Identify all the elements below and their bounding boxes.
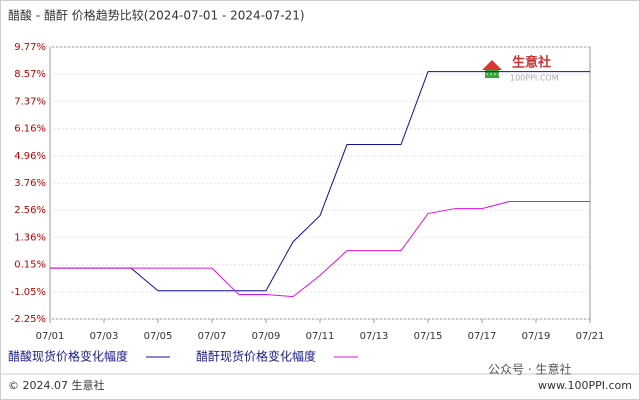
x-tick-label: 07/17	[468, 331, 497, 342]
y-tick-label: 3.76%	[14, 178, 46, 189]
logo-url: 100PPI.COM	[510, 74, 559, 83]
x-tick-label: 07/19	[522, 331, 551, 342]
y-tick-label: 7.37%	[14, 96, 46, 107]
y-tick-label: 4.96%	[14, 151, 46, 162]
y-tick-label: 0.15%	[14, 260, 46, 271]
x-tick-label: 07/15	[414, 331, 443, 342]
series-line	[50, 201, 590, 298]
x-tick-label: 07/07	[198, 331, 227, 342]
x-tick-label: 07/09	[252, 331, 281, 342]
x-tick-label: 07/11	[306, 331, 335, 342]
x-tick-label: 07/21	[576, 331, 605, 342]
logo-icon	[482, 60, 502, 70]
y-tick-label: 2.56%	[14, 205, 46, 216]
y-tick-label: 1.36%	[14, 232, 46, 243]
series-line	[50, 71, 590, 292]
watermark: 公众号 · 生意社	[488, 362, 571, 377]
y-tick-label: 6.16%	[14, 124, 46, 135]
y-tick-label: 8.57%	[14, 69, 46, 80]
y-tick-label: -2.25%	[11, 314, 46, 325]
x-tick-label: 07/05	[144, 331, 173, 342]
legend-label: 醋酐现货价格变化幅度	[196, 349, 316, 364]
footer-right: www.100PPI.com	[538, 379, 632, 392]
logo: 生意社	[512, 55, 551, 71]
footer-left: © 2024.07 生意社	[8, 378, 104, 392]
legend-label: 醋酸现货价格变化幅度	[8, 349, 128, 364]
y-tick-label: 9.77%	[14, 42, 46, 53]
x-tick-label: 07/03	[90, 331, 119, 342]
x-tick-label: 07/13	[360, 331, 389, 342]
x-tick-label: 07/01	[36, 331, 65, 342]
chart-title: 醋酸 - 醋酐 价格趋势比较(2024-07-01 - 2024-07-21)	[8, 8, 305, 23]
y-tick-label: -1.05%	[11, 287, 46, 298]
